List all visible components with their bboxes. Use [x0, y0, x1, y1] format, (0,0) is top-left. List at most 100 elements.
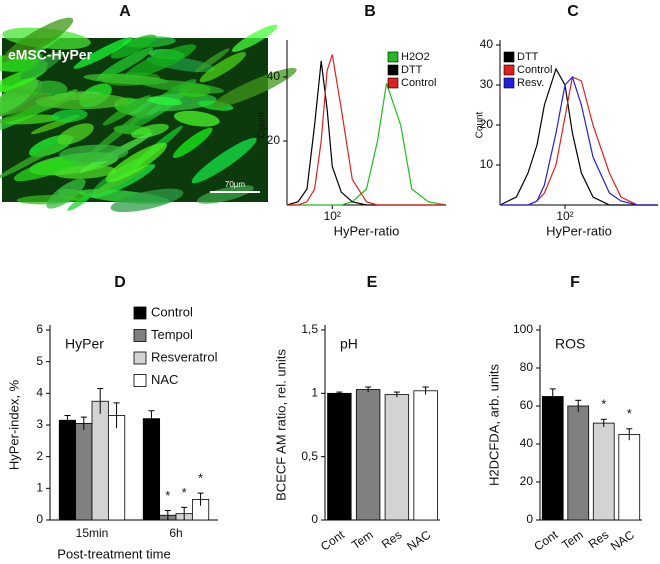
cell — [97, 47, 154, 80]
cell — [195, 48, 230, 73]
cell — [86, 99, 160, 158]
y-tick-label: 20 — [520, 474, 534, 488]
caption: eMSC-HyPer — [8, 47, 93, 63]
cell — [67, 192, 94, 211]
bar — [592, 422, 615, 521]
cell — [73, 36, 133, 69]
y-tick-label: 3 — [36, 417, 43, 431]
y-tick-label: 30 — [480, 77, 494, 91]
curve — [499, 67, 658, 206]
y-tick-label: 20 — [267, 133, 281, 147]
y-axis-label: Count — [475, 111, 486, 138]
y-tick-label: 10 — [480, 157, 494, 171]
bar — [107, 415, 126, 521]
cell — [110, 188, 184, 213]
cell — [59, 144, 129, 163]
legend-label: Control — [401, 77, 436, 89]
bar — [91, 400, 109, 521]
cell — [131, 123, 169, 139]
cell — [199, 52, 247, 83]
significance: * — [627, 406, 632, 421]
y-tick-label: 60 — [520, 398, 534, 412]
cell — [172, 127, 213, 159]
cell — [46, 178, 86, 209]
panel-letter: C — [567, 3, 579, 20]
y-tick-label: 0 — [526, 512, 533, 526]
y-tick-label: 80 — [520, 360, 534, 374]
legend-swatch — [133, 351, 147, 365]
y-tick-label: 1 — [36, 481, 43, 495]
x-tick-label: Tem — [559, 528, 586, 552]
curve — [287, 83, 447, 206]
legend-swatch — [387, 51, 399, 63]
x-axis-label: HyPer-ratio — [546, 223, 612, 238]
x-axis-label: Post-treatment time — [57, 546, 170, 561]
cell — [173, 110, 220, 127]
inner-label: HyPer — [65, 336, 104, 352]
legend-swatch — [387, 77, 399, 89]
panel-letter: E — [367, 274, 378, 291]
x-tick-label: Cont — [531, 527, 560, 553]
legend-swatch — [133, 329, 147, 342]
legend-label: DTT — [517, 51, 539, 63]
legend-swatch — [133, 374, 147, 387]
cell — [35, 93, 129, 110]
y-tick-label: 0,5 — [301, 449, 318, 463]
panel-letter: F — [570, 274, 580, 291]
x-tick-label: 15min — [76, 526, 109, 540]
legend-swatch — [133, 306, 147, 320]
y-tick-label: 1 — [311, 386, 318, 400]
panel-letter: D — [114, 274, 126, 291]
y-tick-label: 40 — [480, 37, 494, 51]
cell — [110, 34, 157, 59]
curve — [287, 54, 446, 206]
legend-label: Resveratrol — [151, 349, 218, 364]
cell — [54, 165, 117, 179]
scale-bar-label: 70µm — [225, 180, 246, 189]
y-tick-label: 1,5 — [301, 322, 318, 336]
y-tick-label: 40 — [520, 436, 534, 450]
curve — [500, 75, 658, 206]
legend-label: Control — [151, 304, 193, 319]
bar — [413, 390, 438, 521]
panel-letter: B — [364, 3, 376, 20]
y-tick-label: 20 — [480, 117, 494, 131]
legend-label: Control — [517, 64, 552, 76]
cell — [57, 123, 94, 145]
bar — [58, 419, 77, 521]
x-axis-label: HyPer-ratio — [334, 223, 400, 238]
inner-label: pH — [340, 336, 358, 352]
x-tick-label: 10² — [324, 209, 341, 223]
y-axis-label: H2DCFDA, arb. units — [486, 363, 501, 486]
cell — [35, 80, 68, 96]
legend-label: DTT — [401, 64, 423, 76]
cell — [51, 109, 88, 123]
cell — [146, 96, 183, 106]
cell — [1, 17, 74, 63]
bar — [384, 394, 410, 521]
y-axis-label: BCECF AM ratio, rel. units — [273, 349, 288, 501]
cell — [0, 135, 76, 179]
cell — [212, 68, 297, 108]
y-tick-label: 40 — [267, 69, 281, 83]
x-tick-label: NAC — [404, 527, 433, 553]
y-axis-label: HyPer-index, % — [6, 379, 21, 470]
legend-label: H2O2 — [401, 51, 430, 63]
legend-label: NAC — [151, 372, 178, 387]
y-tick-label: 6 — [36, 322, 43, 336]
bar — [327, 392, 352, 521]
x-tick-label: Res — [379, 528, 405, 552]
y-tick-label: 2 — [36, 449, 43, 463]
inner-label: ROS — [555, 336, 585, 352]
significance: * — [182, 485, 187, 500]
x-tick-label: Tem — [349, 528, 376, 552]
y-tick-label: 0 — [36, 512, 43, 526]
legend-swatch — [387, 64, 399, 76]
bar — [567, 405, 590, 521]
cell — [138, 79, 224, 94]
legend-label: Tempol — [151, 327, 193, 342]
cell — [20, 51, 63, 80]
bar — [142, 418, 161, 521]
significance: * — [198, 471, 203, 486]
